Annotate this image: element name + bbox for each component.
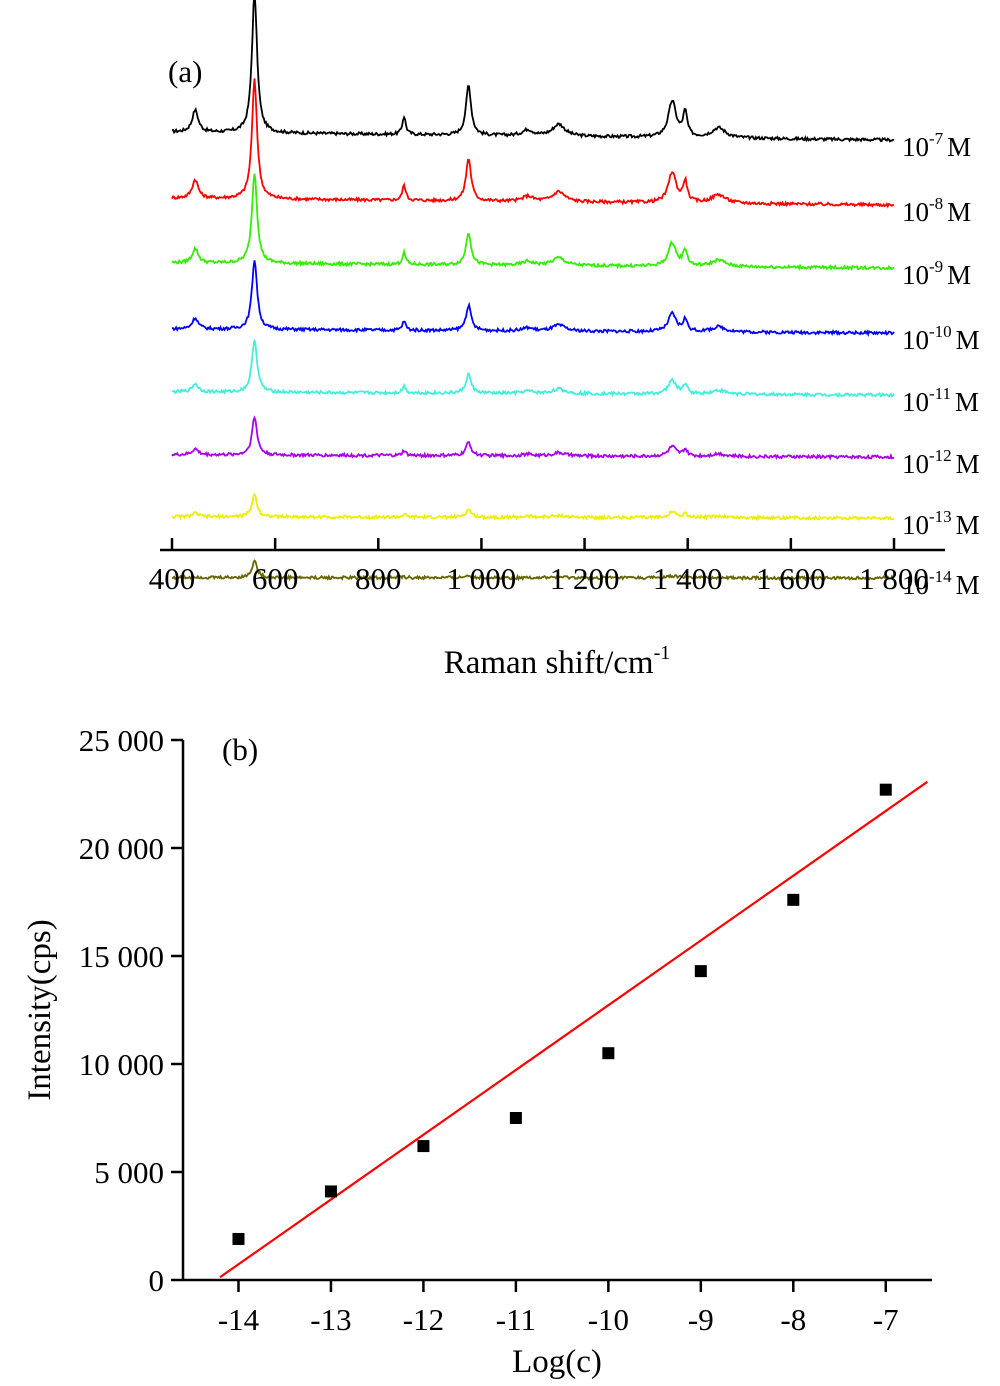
calibration-point: [694, 965, 707, 978]
raman-x-axis: 400 600 800 1 000 1 200 1 400 1 600 1 800: [149, 538, 945, 596]
calibration-x-tick-label: -14: [218, 1302, 260, 1337]
calibration-point: [787, 893, 800, 906]
raman-x-tick-label: 1 600: [756, 561, 826, 596]
calibration-x-tick-label: -13: [310, 1302, 351, 1337]
raman-spectra-panel: (a) 10-7 M10-8 M10-9 M10-10 M10-11 M10-12 M10-…: [149, 0, 980, 681]
calibration-x-tick-label: -12: [403, 1302, 444, 1337]
raman-x-ticks: 400 600 800 1 000 1 200 1 400 1 600 1 800: [149, 538, 929, 596]
concentration-label: 10-12 M: [902, 446, 980, 479]
raman-x-tick-label: 1 200: [550, 561, 620, 596]
concentration-label: 10-14 M: [902, 567, 980, 600]
spectrum-line: [171, 173, 895, 271]
raman-x-tick-label: 1 000: [447, 561, 517, 596]
concentration-label: 10-7 M: [902, 129, 971, 162]
spectra-traces: [171, 0, 895, 582]
spectrum-line: [171, 78, 895, 209]
calibration-x-tick-label: -9: [688, 1302, 714, 1337]
calibration-panel: 0 5 000 10 000 15 000 20 000 25 000 -14 -13 -12…: [22, 723, 932, 1380]
calibration-point: [417, 1140, 430, 1153]
calibration-y-tick-label: 10 000: [79, 1047, 164, 1082]
raman-x-tick-label: 1 400: [653, 561, 723, 596]
spectrum-line: [171, 415, 895, 461]
calibration-point: [602, 1047, 615, 1060]
spectrum-line: [171, 492, 895, 522]
calibration-x-ticks: -14 -13 -12 -11 -10 -9 -8 -7: [218, 1280, 899, 1337]
spectrum-line: [171, 260, 895, 338]
concentration-label: 10-13 M: [902, 507, 980, 540]
calibration-points: [232, 783, 892, 1245]
calibration-y-tick-label: 0: [149, 1263, 165, 1298]
calibration-x-axis-title: Log(c): [512, 1344, 602, 1380]
spectrum-line: [171, 559, 895, 582]
calibration-point: [232, 1232, 245, 1245]
calibration-x-tick-label: -8: [780, 1302, 806, 1337]
raman-x-tick-label: 600: [252, 561, 299, 596]
spectrum-line: [171, 339, 895, 399]
raman-x-tick-label: 1 800: [859, 561, 929, 596]
calibration-x-tick-label: -10: [588, 1302, 629, 1337]
calibration-x-tick-label: -11: [496, 1302, 536, 1337]
calibration-y-tick-label: 15 000: [79, 939, 164, 974]
linear-fit-line: [219, 780, 929, 1279]
concentration-labels: 10-7 M 10-8 M 10-9 M 10-10 M 10-11 M 10-12 M 10-13 M 1…: [902, 129, 980, 600]
concentration-label: 10-8 M: [902, 194, 971, 227]
raman-x-tick-label: 400: [149, 561, 196, 596]
concentration-label: 10-9 M: [902, 257, 971, 290]
panel-b-label: (b): [222, 732, 258, 767]
calibration-y-tick-label: 5 000: [94, 1155, 164, 1190]
calibration-point: [324, 1185, 337, 1198]
calibration-y-tick-label: 20 000: [79, 831, 164, 866]
calibration-y-tick-label: 25 000: [79, 723, 164, 758]
calibration-y-ticks: 0 5 000 10 000 15 000 20 000 25 000: [79, 723, 183, 1298]
calibration-x-tick-label: -7: [873, 1302, 899, 1337]
raman-x-axis-title: Raman shift/cm-1: [444, 642, 671, 681]
spectrum-line: [171, 0, 895, 143]
calibration-y-axis-title: Intensity(cps): [22, 919, 58, 1100]
raman-x-tick-label: 800: [355, 561, 402, 596]
concentration-label: 10-10 M: [902, 322, 980, 355]
panel-a-label: (a): [168, 54, 202, 89]
concentration-label: 10-11 M: [902, 384, 979, 417]
calibration-point: [509, 1112, 522, 1124]
calibration-point: [879, 783, 892, 796]
